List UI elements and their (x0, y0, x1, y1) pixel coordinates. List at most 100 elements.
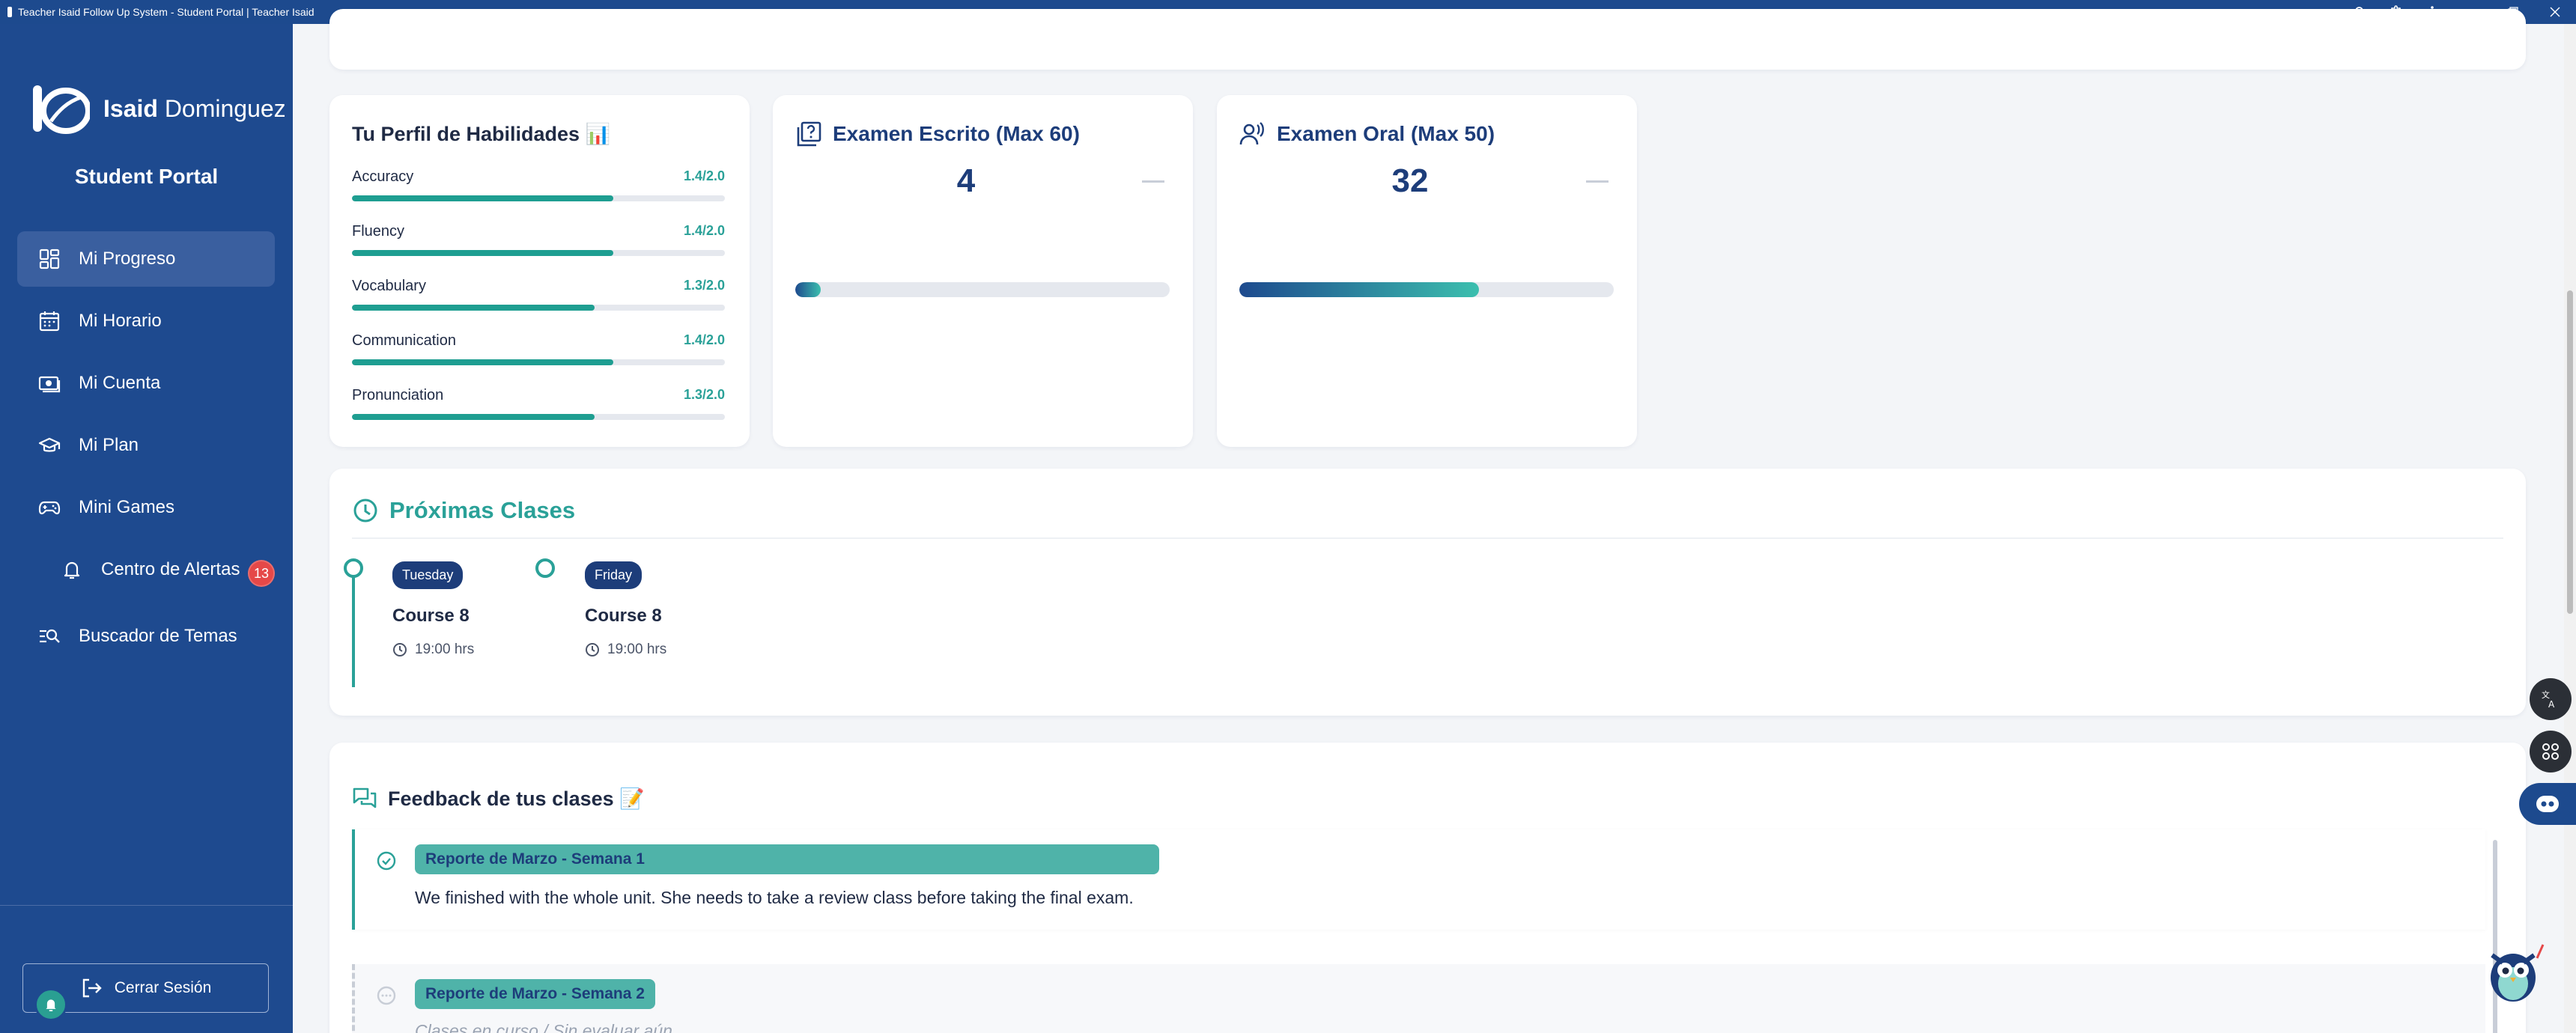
oral-exam-card: Examen Oral (Max 50) 32 (1217, 95, 1637, 447)
clock-icon (353, 499, 377, 522)
calendar-icon (37, 308, 62, 334)
class-time: 19:00 hrs (392, 642, 474, 658)
skill-bar (352, 195, 725, 201)
trend-dash-icon (1142, 180, 1164, 183)
oral-exam-title: Examen Oral (Max 50) (1277, 122, 1495, 145)
logout-label: Cerrar Sesión (114, 979, 212, 996)
page-scrollbar-thumb[interactable] (2567, 290, 2573, 614)
bell-icon (46, 999, 56, 1011)
owl-mascot-icon[interactable] (2483, 942, 2548, 1006)
written-exam-score: 4 (956, 162, 976, 199)
feedback-card: Feedback de tus clases 📝 Reporte de Marz… (329, 743, 2526, 1033)
assistant-bot-button[interactable] (2519, 783, 2576, 825)
sidebar-item-mi-cuenta[interactable]: Mi Cuenta (17, 356, 275, 411)
skill-label: Fluency (352, 223, 405, 240)
sidebar-item-mini-games[interactable]: Mini Games (17, 480, 275, 535)
skill-row: Fluency 1.4/2.0 (352, 223, 725, 256)
window-title: Teacher Isaid Follow Up System - Student… (18, 6, 315, 18)
sidebar-item-mi-horario[interactable]: Mi Horario (17, 293, 275, 349)
skill-bar (352, 414, 725, 420)
upcoming-title: Próximas Clases (389, 497, 576, 523)
skill-row: Accuracy 1.4/2.0 (352, 168, 725, 201)
quiz-icon (797, 121, 821, 147)
svg-text:A: A (2548, 699, 2555, 710)
skills-title: Tu Perfil de Habilidades 📊 (352, 123, 611, 145)
upcoming-divider (352, 537, 2503, 539)
sidebar-item-mi-plan[interactable]: Mi Plan (17, 418, 275, 473)
feedback-item[interactable]: Reporte de Marzo - Semana 2 Clases en cu… (352, 964, 2485, 1033)
bell-icon (59, 557, 85, 582)
sidebar-item-label: Mi Plan (79, 435, 139, 455)
upcoming-classes-card: Próximas Clases Tuesday Course 8 19:00 h… (329, 469, 2526, 716)
class-name: Course 8 (585, 606, 662, 626)
sidebar-item-mi-progreso[interactable]: Mi Progreso (17, 231, 275, 287)
pending-circle-icon (377, 986, 396, 1005)
timeline-line (352, 560, 355, 687)
written-exam-card: Examen Escrito (Max 60) 4 (773, 95, 1193, 447)
skill-row: Communication 1.4/2.0 (352, 332, 725, 365)
class-time: 19:00 hrs (585, 642, 666, 658)
feedback-tag: Reporte de Marzo - Semana 1 (415, 844, 1159, 874)
sidebar-item-centro-de-alertas[interactable]: Centro de Alertas 13 (17, 542, 275, 597)
apps-button[interactable] (2530, 731, 2572, 773)
brand-name: Isaid Dominguez (103, 95, 286, 123)
feedback-text: Clases en curso / Sin evaluar aún. (415, 1021, 678, 1033)
sidebar: Isaid Dominguez Student Portal Mi Progre… (0, 24, 293, 1033)
notification-bell-button[interactable] (34, 988, 67, 1021)
speaker-icon (1239, 122, 1264, 145)
gamepad-icon (37, 495, 62, 520)
upcoming-header: Próximas Clases (352, 497, 575, 524)
trend-dash-icon (1586, 180, 1609, 183)
skill-bar-fill (352, 250, 613, 256)
feedback-scrollbar[interactable] (2493, 840, 2497, 1033)
skills-card: Tu Perfil de Habilidades 📊 Accuracy 1.4/… (329, 95, 750, 447)
class-time-label: 19:00 hrs (607, 642, 667, 657)
skill-value: 1.4/2.0 (683, 332, 725, 347)
sidebar-item-label: Mi Progreso (79, 249, 176, 269)
oral-exam-bar-fill (1239, 282, 1479, 297)
class-item[interactable]: Friday Course 8 19:00 hrs (585, 561, 666, 658)
brand[interactable]: Isaid Dominguez (31, 82, 286, 135)
logout-button[interactable]: Cerrar Sesión (22, 963, 269, 1013)
main-content: Tu Perfil de Habilidades 📊 Accuracy 1.4/… (293, 9, 2576, 1033)
feedback-item[interactable]: Reporte de Marzo - Semana 1 We finished … (352, 829, 2485, 930)
skill-label: Communication (352, 332, 456, 349)
feedback-title: Feedback de tus clases 📝 (388, 787, 645, 810)
oral-exam-bar (1239, 282, 1614, 297)
sidebar-divider (0, 905, 293, 906)
close-button[interactable] (2534, 0, 2576, 24)
feedback-tag: Reporte de Marzo - Semana 2 (415, 979, 655, 1009)
sidebar-item-label: Buscador de Temas (79, 626, 237, 646)
translate-icon: 文A (2542, 689, 2555, 710)
feedback-header: Feedback de tus clases 📝 (352, 786, 645, 811)
class-day-badge: Tuesday (392, 561, 464, 589)
search-list-icon (37, 624, 62, 649)
class-item[interactable]: Tuesday Course 8 19:00 hrs (392, 561, 474, 658)
brand-first-name: Isaid (103, 94, 158, 122)
graduation-cap-icon (37, 433, 62, 458)
written-exam-bar (795, 282, 1170, 297)
sidebar-item-buscador-de-temas[interactable]: Buscador de Temas (17, 609, 275, 664)
feedback-text: We finished with the whole unit. She nee… (415, 888, 1134, 907)
written-exam-title: Examen Escrito (Max 60) (833, 122, 1080, 145)
skill-bar-fill (352, 359, 613, 365)
brand-logo-icon (33, 85, 90, 134)
sidebar-nav: Mi Progreso Mi Horario Mi Cuenta Mi Plan… (17, 231, 275, 671)
timeline-dot (535, 558, 555, 578)
page-scrollbar[interactable] (2564, 24, 2576, 1033)
bot-icon (2536, 796, 2559, 812)
skill-label: Pronunciation (352, 387, 444, 403)
skill-bar-fill (352, 195, 613, 201)
sidebar-item-label: Mini Games (79, 497, 175, 517)
class-time-label: 19:00 hrs (415, 642, 475, 657)
class-name: Course 8 (392, 606, 470, 626)
skill-label: Vocabulary (352, 278, 426, 294)
top-card (329, 9, 2526, 70)
skill-bar (352, 359, 725, 365)
skill-row: Pronunciation 1.3/2.0 (352, 387, 725, 420)
skill-value: 1.3/2.0 (683, 387, 725, 402)
skill-bar (352, 305, 725, 311)
sidebar-item-label: Mi Horario (79, 311, 162, 331)
logout-icon (82, 978, 102, 998)
